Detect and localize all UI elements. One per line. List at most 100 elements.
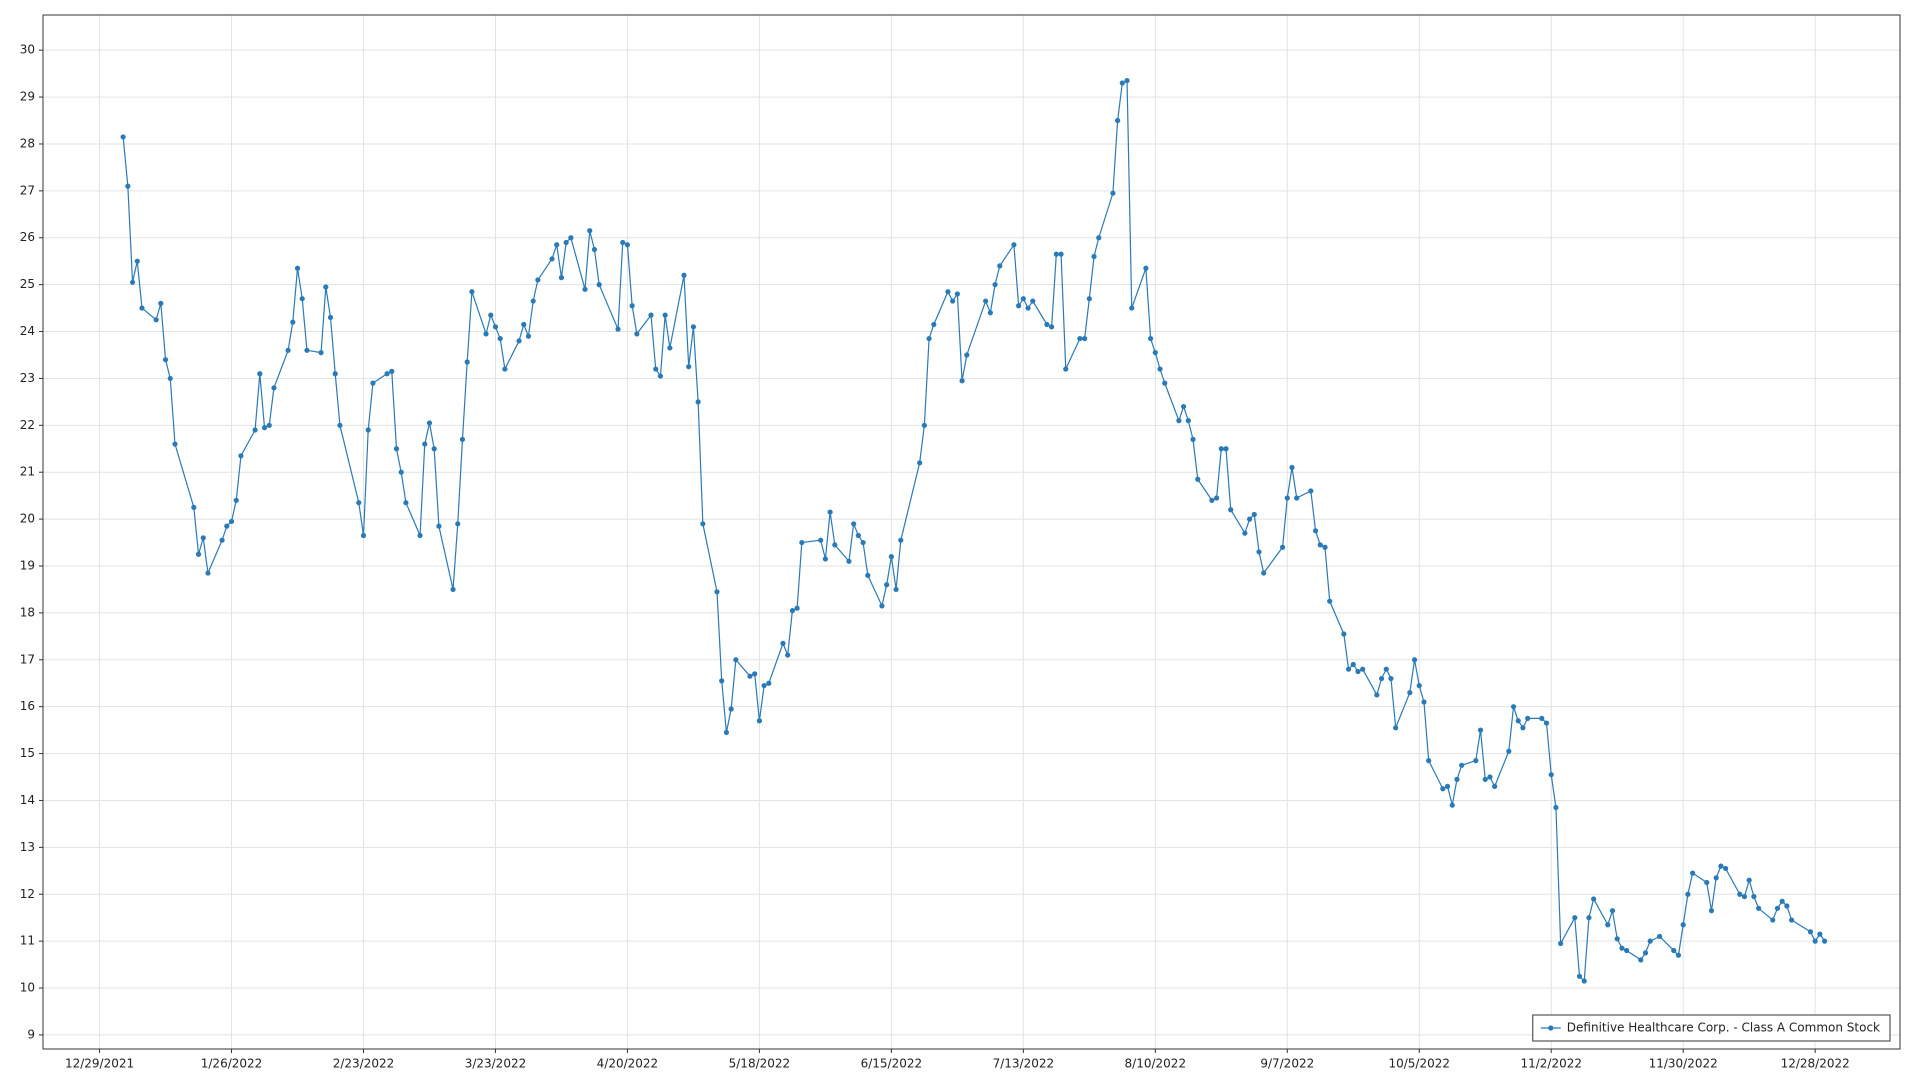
point xyxy=(1110,190,1116,196)
point xyxy=(657,373,664,379)
point xyxy=(1148,335,1154,342)
point xyxy=(1718,863,1724,869)
point xyxy=(1124,78,1130,84)
point xyxy=(832,542,838,548)
point xyxy=(629,303,635,309)
y-tick-label: 25 xyxy=(20,277,35,291)
y-tick-label: 12 xyxy=(20,887,35,901)
point xyxy=(271,385,277,391)
x-tick-label: 12/28/2022 xyxy=(1781,1057,1850,1071)
point xyxy=(997,263,1003,269)
point xyxy=(855,532,861,539)
y-tick-label: 16 xyxy=(20,699,35,713)
point xyxy=(1723,865,1729,872)
point xyxy=(1459,762,1465,768)
y-tick-label: 13 xyxy=(20,840,35,854)
point xyxy=(1213,495,1220,501)
point xyxy=(1741,893,1748,900)
x-tick-label: 1/26/2022 xyxy=(201,1057,263,1071)
point xyxy=(1228,507,1234,513)
point xyxy=(129,279,136,285)
point xyxy=(497,335,503,342)
point xyxy=(1393,725,1399,731)
point xyxy=(290,319,296,325)
point xyxy=(1091,253,1097,260)
point xyxy=(1152,350,1158,356)
y-tick-label: 26 xyxy=(20,230,35,244)
point xyxy=(125,183,131,189)
point xyxy=(653,366,659,372)
point xyxy=(1345,666,1352,672)
y-tick-label: 23 xyxy=(20,371,35,385)
point xyxy=(1704,879,1710,886)
point xyxy=(228,518,235,525)
point xyxy=(931,321,937,328)
point xyxy=(1020,296,1026,302)
point xyxy=(134,258,140,264)
legend-label: Definitive Healthcare Corp. - Class A Co… xyxy=(1567,1021,1880,1035)
x-tick-label: 12/29/2021 xyxy=(65,1057,134,1071)
point xyxy=(1077,335,1083,342)
point xyxy=(191,504,197,510)
point xyxy=(1624,947,1630,954)
point xyxy=(681,272,687,278)
point xyxy=(1350,661,1356,668)
y-tick-label: 14 xyxy=(20,793,35,807)
point xyxy=(992,282,998,288)
point xyxy=(356,500,362,506)
point xyxy=(818,537,824,543)
point xyxy=(1737,891,1743,897)
point xyxy=(332,371,338,377)
point xyxy=(1642,950,1649,956)
x-tick-label: 7/13/2022 xyxy=(993,1057,1055,1071)
y-tick-label: 22 xyxy=(20,418,35,432)
point xyxy=(827,509,833,515)
y-tick-label: 17 xyxy=(20,652,35,666)
point xyxy=(648,312,654,318)
point xyxy=(1063,366,1069,372)
y-tick-label: 21 xyxy=(20,465,35,479)
point xyxy=(591,246,598,253)
point xyxy=(945,289,951,295)
point xyxy=(530,298,536,304)
point xyxy=(1308,488,1314,494)
point xyxy=(1817,931,1823,937)
point xyxy=(1619,945,1625,951)
point xyxy=(327,314,334,321)
point xyxy=(1477,727,1484,733)
x-tick-label: 5/18/2022 xyxy=(729,1057,791,1071)
point xyxy=(1520,725,1526,731)
point xyxy=(860,539,866,546)
point xyxy=(422,441,428,447)
point xyxy=(549,256,555,262)
point xyxy=(233,497,239,503)
point xyxy=(469,289,475,295)
point xyxy=(926,335,932,342)
point xyxy=(1685,891,1691,897)
plot-frame xyxy=(42,14,1901,1050)
point xyxy=(884,582,890,588)
point xyxy=(266,422,272,428)
point xyxy=(294,265,301,271)
point xyxy=(624,242,631,248)
point xyxy=(1322,544,1328,550)
point xyxy=(1746,877,1752,883)
y-tick-label: 28 xyxy=(20,136,35,150)
point xyxy=(1360,666,1366,672)
point xyxy=(1586,915,1592,921)
point xyxy=(1821,938,1828,944)
x-tick-label: 8/10/2022 xyxy=(1125,1057,1187,1071)
point xyxy=(238,453,244,459)
point xyxy=(634,331,640,337)
y-tick-label: 20 xyxy=(20,512,35,526)
y-tick-label: 15 xyxy=(20,746,35,760)
point xyxy=(455,521,461,527)
point xyxy=(1407,690,1413,696)
point xyxy=(728,706,734,712)
point xyxy=(1096,235,1102,241)
point xyxy=(1355,668,1361,675)
point xyxy=(426,420,433,426)
point xyxy=(554,242,560,248)
point xyxy=(483,331,489,337)
point xyxy=(535,277,541,283)
